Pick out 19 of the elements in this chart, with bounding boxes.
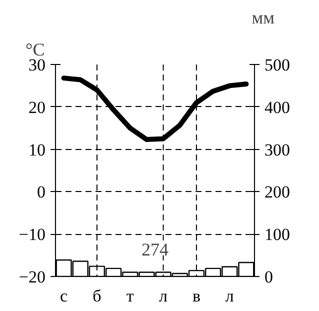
- y2-tick-label: 0: [264, 268, 273, 286]
- y-tick-label: −20: [18, 268, 46, 286]
- x-tick-label: л: [225, 286, 234, 306]
- y2-tick-label: 500: [264, 56, 290, 74]
- y2-tick-label: 300: [264, 140, 290, 160]
- y2-tick-label: 200: [264, 182, 290, 202]
- x-tick-label: т: [126, 286, 134, 306]
- y-tick-label: −10: [18, 225, 46, 244]
- x-tick-label: б: [92, 286, 102, 306]
- y2-tick-label: 100: [264, 225, 290, 244]
- x-tick-label: с: [60, 286, 68, 306]
- y2-tick-label: 400: [264, 98, 290, 117]
- y2-axis-title: мм: [252, 8, 274, 28]
- y-tick-label: 20: [28, 98, 46, 117]
- x-tick-label: в: [192, 286, 200, 306]
- annotation: 274: [142, 239, 168, 260]
- y-tick-label: 10: [28, 140, 46, 160]
- y-tick-label: 0: [37, 182, 46, 202]
- x-tick-label: л: [159, 286, 168, 306]
